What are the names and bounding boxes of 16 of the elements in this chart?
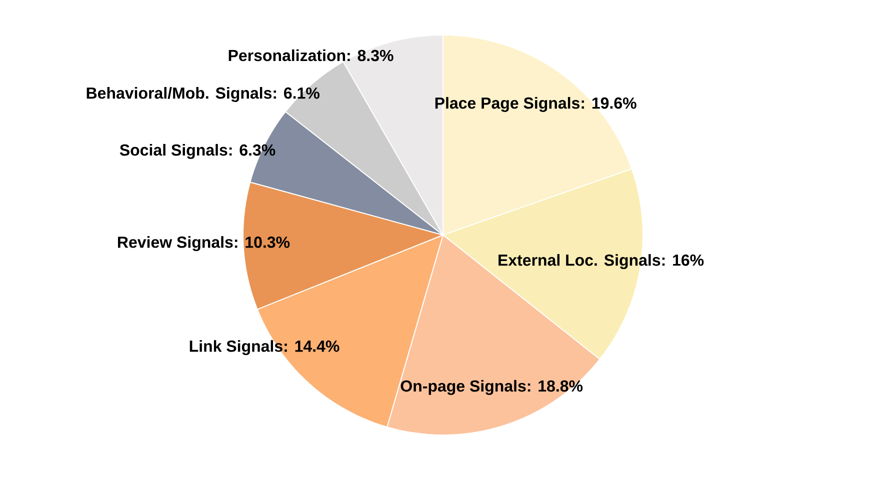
slice-label: Link Signals bbox=[190, 340, 282, 356]
slice-label: Personalization bbox=[228, 49, 346, 62]
data-label: : 16% bbox=[662, 254, 704, 266]
slice-label: Behavioral/Mob. Signals bbox=[86, 87, 272, 102]
slice-label: Place Page Signals bbox=[435, 97, 580, 112]
data-label: : 6.3% bbox=[229, 144, 276, 156]
data-label: : 18.8% bbox=[528, 380, 583, 392]
data-label: : 6.1% bbox=[274, 87, 320, 99]
data-label: : 10.3% bbox=[234, 236, 290, 248]
slice-label: Review Signals bbox=[118, 236, 233, 252]
slice-label: Social Signals bbox=[120, 144, 228, 159]
slice-label: External Loc. Signals bbox=[498, 254, 660, 270]
data-label: : 8.3% bbox=[348, 50, 394, 62]
data-label: : 19.6% bbox=[582, 97, 636, 109]
slice-label: On-page Signals bbox=[400, 380, 526, 395]
data-label: : 14.4% bbox=[284, 340, 340, 352]
